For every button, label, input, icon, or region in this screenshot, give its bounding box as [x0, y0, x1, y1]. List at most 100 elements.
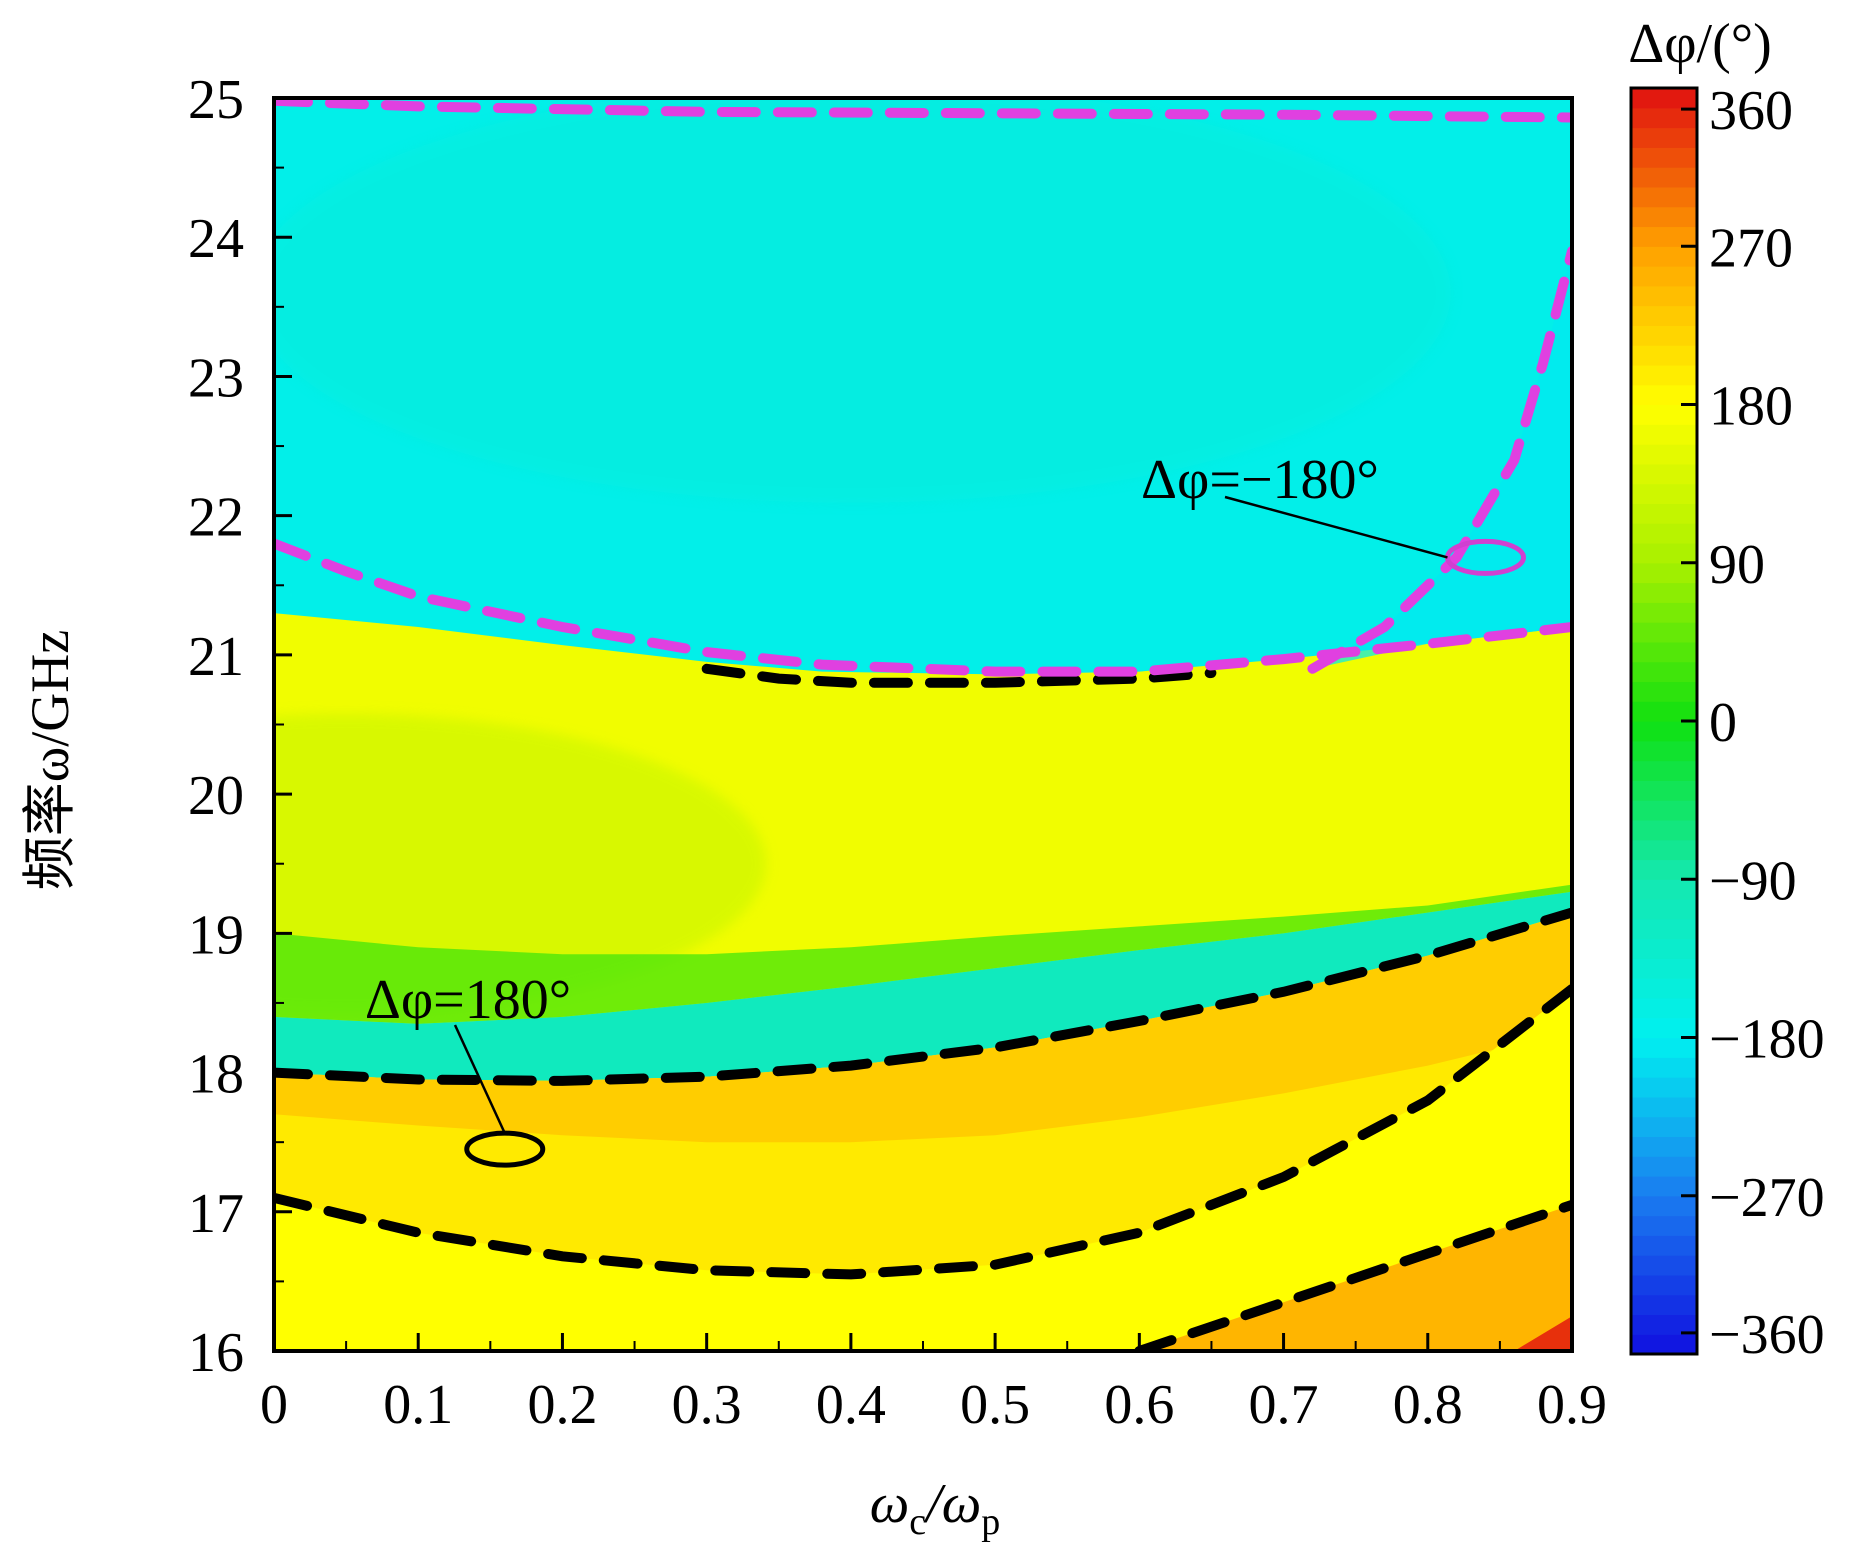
- y-tick-label-7: 23: [188, 347, 244, 409]
- colorbar-band: [1631, 325, 1697, 346]
- colorbar-band: [1631, 424, 1697, 445]
- y-tick-label-6: 22: [188, 487, 244, 549]
- colorbar-band: [1631, 1294, 1697, 1316]
- colorbar-band: [1631, 107, 1697, 129]
- x-label-omega: ω: [870, 1473, 910, 1535]
- region-corner-red: [1514, 1316, 1572, 1351]
- y-tick-label-3: 19: [188, 904, 244, 966]
- colorbar-band: [1631, 721, 1697, 742]
- annotation-label-1: Δφ=−180°: [1141, 449, 1379, 511]
- y-tick-label-0: 16: [188, 1322, 244, 1384]
- colorbar-tick-label-0: 360: [1709, 80, 1793, 142]
- colorbar-band: [1631, 681, 1697, 702]
- x-axis-label: ωc/ωp: [870, 1473, 1001, 1543]
- colorbar-band: [1631, 997, 1697, 1019]
- colorbar-band: [1631, 582, 1697, 603]
- region-right-tongue: [1312, 251, 1572, 669]
- colorbar-band: [1631, 305, 1697, 326]
- x-tick-label-2: 0.2: [527, 1374, 597, 1436]
- colorbar-band: [1631, 404, 1697, 425]
- colorbar-band: [1631, 285, 1697, 307]
- contour-line-pos-2: [1134, 1199, 1572, 1351]
- colorbar-band: [1631, 1235, 1697, 1256]
- colorbar-band: [1631, 1057, 1697, 1078]
- contour-line-neg-4: [274, 98, 1572, 123]
- region-lower-orange: [274, 912, 1572, 1143]
- colorbar-bands: [1631, 88, 1697, 1355]
- colorbar-band: [1631, 780, 1697, 801]
- contour-line-pos-1: [274, 984, 1572, 1280]
- colorbar-band: [1631, 740, 1697, 762]
- x-axis: 0 0.1 0.2 0.3 0.4 0.5 0.6 0.7 0.8 0.9: [260, 1333, 1607, 1436]
- colorbar-band: [1631, 819, 1697, 841]
- colorbar-tick-label-5: −90: [1709, 850, 1797, 912]
- annotation-leader-0: [453, 1024, 506, 1134]
- x-tick-label-0: 0: [260, 1374, 288, 1436]
- colorbar-band: [1631, 364, 1697, 386]
- colorbar-tick-label-3: 90: [1709, 534, 1765, 596]
- colorbar-band: [1631, 1096, 1697, 1118]
- contour-lines: [274, 98, 1572, 1351]
- colorbar-tick-label-7: −270: [1709, 1167, 1825, 1229]
- colorbar-band: [1631, 701, 1697, 722]
- annotations: Δφ=180° Δφ=−180°: [365, 449, 1448, 1134]
- colorbar-band: [1631, 384, 1697, 406]
- colorbar-tick-label-1: 270: [1709, 217, 1793, 279]
- annotation-leader-1: [1224, 495, 1448, 559]
- colorbar-band: [1631, 1255, 1697, 1276]
- colorbar-band: [1631, 186, 1697, 208]
- colorbar-band: [1631, 1334, 1697, 1355]
- heatmap-regions: [274, 98, 1572, 1351]
- colorbar-band: [1631, 978, 1697, 999]
- y-axis-label: 频率ω/GHz: [20, 630, 80, 891]
- colorbar-band: [1631, 226, 1697, 247]
- region-transition-upper: [274, 884, 1572, 1024]
- x-tick-label-7: 0.7: [1249, 1374, 1319, 1436]
- colorbar-band: [1631, 879, 1697, 900]
- colorbar-tick-label-2: 180: [1709, 376, 1793, 438]
- x-tick-label-6: 0.6: [1104, 1374, 1174, 1436]
- colorbar-band: [1631, 641, 1697, 663]
- colorbar-band: [1631, 206, 1697, 228]
- colorbar-band: [1631, 661, 1697, 683]
- y-tick-label-2: 18: [188, 1044, 244, 1106]
- colorbar-band: [1631, 1314, 1697, 1335]
- colorbar-band: [1631, 167, 1697, 188]
- colorbar-label: Δφ/(°): [1628, 13, 1772, 75]
- colorbar-band: [1631, 127, 1697, 148]
- colorbar-band: [1631, 1156, 1697, 1177]
- colorbar-band: [1631, 483, 1697, 505]
- y-tick-label-1: 17: [188, 1183, 244, 1245]
- x-tick-label-8: 0.8: [1393, 1374, 1463, 1436]
- colorbar-band: [1631, 1037, 1697, 1058]
- x-tick-label-5: 0.5: [960, 1374, 1030, 1436]
- colorbar-band: [1631, 147, 1697, 168]
- colorbar-band: [1631, 246, 1697, 267]
- colorbar-band: [1631, 88, 1697, 109]
- colorbar-tick-label-4: 0: [1709, 692, 1737, 754]
- plot-area: [274, 98, 1572, 1351]
- y-tick-label-5: 21: [188, 626, 244, 688]
- colorbar-band: [1631, 444, 1697, 465]
- x-label-sep: /ω: [923, 1473, 981, 1535]
- colorbar-band: [1631, 1274, 1697, 1296]
- colorbar-band: [1631, 1017, 1697, 1039]
- colorbar-band: [1631, 899, 1697, 920]
- colorbar-band: [1631, 938, 1697, 959]
- colorbar-band: [1631, 562, 1697, 584]
- colorbar-band: [1631, 839, 1697, 861]
- colorbar-band: [1631, 1077, 1697, 1098]
- colorbar-band: [1631, 542, 1697, 564]
- y-axis: 16 17 18 19 20 21 22 23 24 25: [188, 69, 292, 1384]
- colorbar-band: [1631, 859, 1697, 880]
- colorbar-band: [1631, 1175, 1697, 1197]
- y-tick-label-8: 24: [188, 208, 244, 270]
- colorbar-band: [1631, 503, 1697, 524]
- x-label-sub-p: p: [981, 1501, 1000, 1543]
- contour-line-pos-3: [701, 663, 1217, 688]
- colorbar-band: [1631, 918, 1697, 940]
- y-tick-label-9: 25: [188, 69, 244, 131]
- x-tick-label-9: 0.9: [1537, 1374, 1607, 1436]
- x-tick-label-4: 0.4: [816, 1374, 886, 1436]
- colorbar-band: [1631, 1215, 1697, 1236]
